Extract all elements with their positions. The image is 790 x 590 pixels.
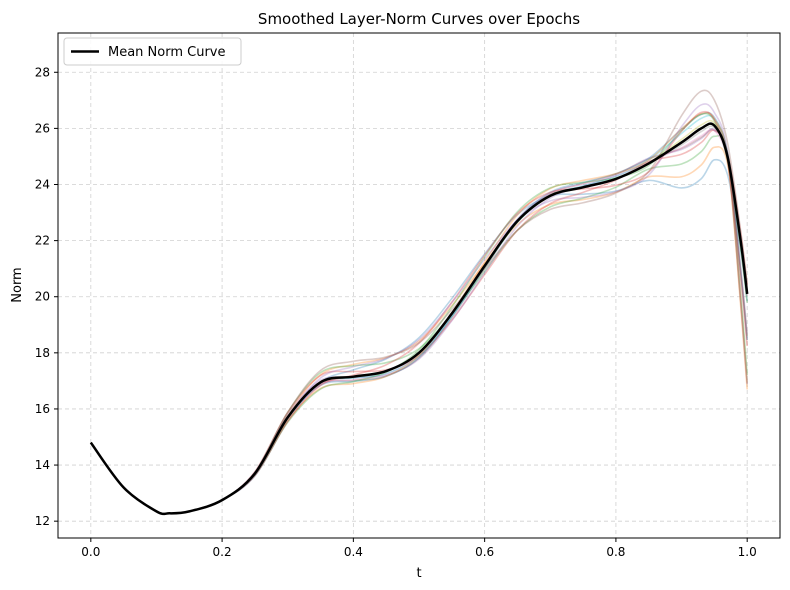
chart-title: Smoothed Layer-Norm Curves over Epochs [258,10,580,28]
y-tick-label: 28 [35,65,50,79]
y-tick-label: 20 [35,290,50,304]
y-tick-label: 18 [35,346,50,360]
x-tick-label: 0.8 [606,545,625,559]
mean-norm-curve [89,122,749,516]
plot-frame [57,32,781,539]
y-axis-label: Norm [10,267,25,302]
x-axis-ticks: 0.0 0.2 0.4 0.6 0.8 1.0 [81,538,757,559]
y-tick-label: 26 [35,121,50,135]
x-tick-label: 0.4 [344,545,363,559]
y-tick-label: 24 [35,178,50,192]
legend: Mean Norm Curve [63,37,242,66]
y-axis-ticks: 12 14 16 18 20 22 24 26 28 [35,65,58,528]
x-tick-label: 1.0 [738,545,757,559]
x-tick-label: 0.0 [81,545,100,559]
y-tick-label: 12 [35,514,50,528]
y-tick-label: 14 [35,458,50,472]
x-tick-label: 0.6 [475,545,494,559]
x-tick-label: 0.2 [213,545,232,559]
y-tick-label: 16 [35,402,50,416]
legend-label-mean: Mean Norm Curve [108,45,226,60]
legend-box [63,37,242,66]
x-axis-label: t [416,566,421,581]
y-tick-label: 22 [35,234,50,248]
